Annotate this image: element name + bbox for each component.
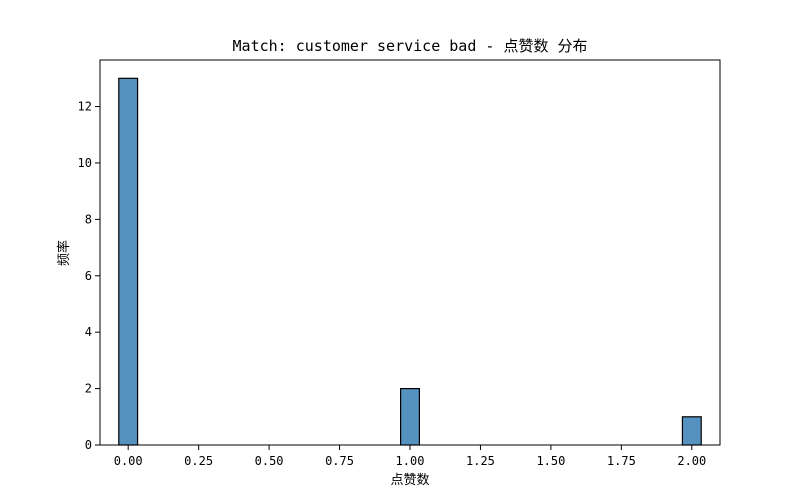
y-tick-label-4: 8 <box>85 212 92 226</box>
x-tick-label-7: 1.75 <box>607 454 636 468</box>
x-tick-label-3: 0.75 <box>325 454 354 468</box>
x-tick-label-8: 2.00 <box>677 454 706 468</box>
y-tick-label-0: 0 <box>85 438 92 452</box>
y-axis-label: 频率 <box>56 240 72 266</box>
y-tick-label-1: 2 <box>85 382 92 396</box>
x-axis-label: 点赞数 <box>390 473 429 488</box>
y-tick-label-6: 12 <box>78 100 92 114</box>
x-tick-label-2: 0.50 <box>255 454 284 468</box>
plot-frame <box>99 59 721 446</box>
x-tick-label-5: 1.25 <box>466 454 495 468</box>
histogram-bar-2 <box>681 416 702 446</box>
y-tick-label-3: 6 <box>85 269 92 283</box>
y-axis-ticks: 0 2 4 6 8 10 12 <box>78 100 100 452</box>
y-tick-label-5: 10 <box>78 156 92 170</box>
x-axis-ticks: 0.00 0.25 0.50 0.75 1.00 1.25 1.50 1.75 2.00 <box>114 445 706 468</box>
chart-title: Match: customer service bad - 点赞数 分布 <box>233 37 588 55</box>
x-tick-label-4: 1.00 <box>396 454 425 468</box>
histogram-bar-1 <box>400 387 420 446</box>
bars-layer <box>118 77 702 446</box>
x-tick-label-1: 0.25 <box>184 454 213 468</box>
x-tick-label-0: 0.00 <box>114 454 143 468</box>
histogram-bar-0 <box>118 77 139 446</box>
y-tick-label-2: 4 <box>85 325 92 339</box>
x-tick-label-6: 1.50 <box>536 454 565 468</box>
